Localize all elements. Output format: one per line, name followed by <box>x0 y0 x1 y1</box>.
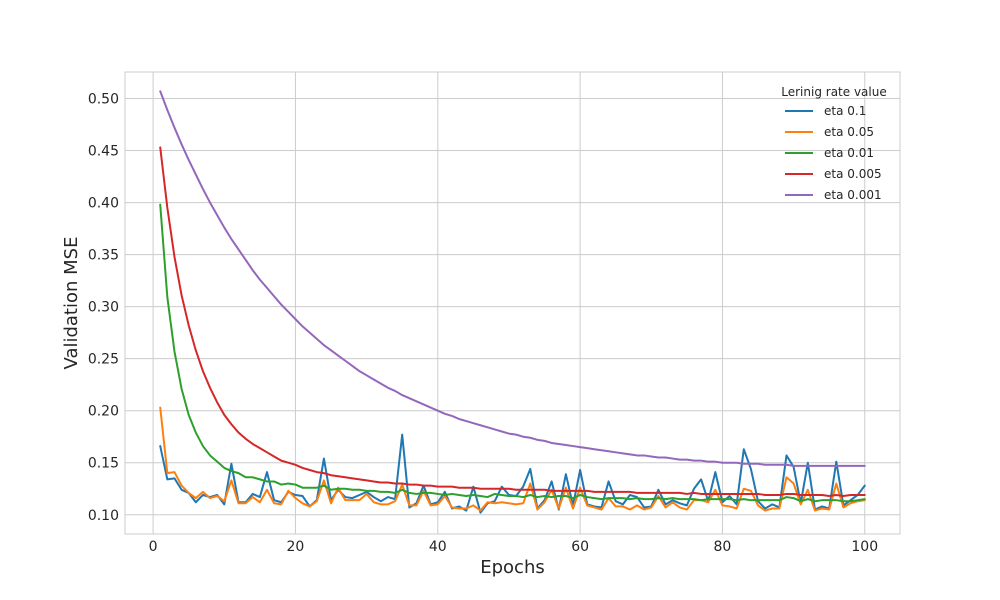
y-tick-label: 0.30 <box>88 300 119 316</box>
legend-title: Lerinig rate value <box>781 85 886 99</box>
plot-area <box>125 72 900 534</box>
y-tick-label: 0.15 <box>88 456 119 472</box>
y-tick-label: 0.20 <box>88 404 119 420</box>
x-axis-label: Epochs <box>480 557 545 578</box>
legend-label: eta 0.005 <box>824 167 882 181</box>
y-tick-label: 0.45 <box>88 144 119 160</box>
legend-label: eta 0.001 <box>824 188 882 202</box>
plot-frame <box>124 71 901 535</box>
y-tick-label: 0.10 <box>88 508 119 524</box>
x-tick-label: 100 <box>851 539 878 555</box>
x-tick-label: 80 <box>714 539 732 555</box>
y-tick-label: 0.50 <box>88 92 119 108</box>
grid <box>125 72 900 534</box>
y-tick-label: 0.40 <box>88 196 119 212</box>
legend-label: eta 0.05 <box>824 125 874 139</box>
legend: Lerinig rate value eta 0.1 eta 0.05 eta 0.… <box>781 85 886 202</box>
legend-label: eta 0.01 <box>824 146 874 160</box>
x-tick-label: 60 <box>571 539 589 555</box>
x-tick-label: 0 <box>149 539 158 555</box>
y-tick-label: 0.25 <box>88 352 119 368</box>
x-tick-label: 20 <box>287 539 305 555</box>
series-line-eta-0-001 <box>159 90 866 467</box>
x-tick-label: 40 <box>429 539 447 555</box>
series-group <box>159 90 866 514</box>
x-axis: 0 20 40 60 80 100 <box>149 539 878 555</box>
y-axis: 0.10 0.15 0.20 0.25 0.30 0.35 0.40 0.45 0.50 <box>88 92 119 524</box>
y-axis-label: Validation MSE <box>61 237 82 370</box>
y-tick-label: 0.35 <box>88 248 119 264</box>
legend-label: eta 0.1 <box>824 104 866 118</box>
series-line-eta-0-01 <box>159 203 866 503</box>
series-line-eta-0-05 <box>159 406 866 512</box>
series-line-eta-0-005 <box>159 146 866 498</box>
